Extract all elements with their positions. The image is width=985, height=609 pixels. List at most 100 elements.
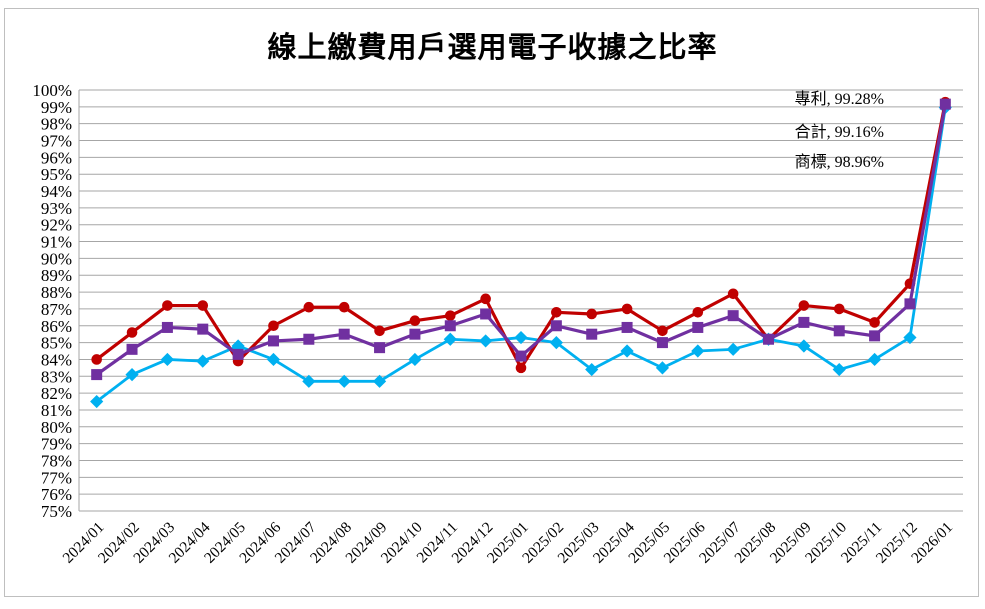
y-axis-tick-label: 75% [41,502,72,521]
y-axis-tick-label: 100% [32,81,72,100]
y-axis-tick-label: 97% [41,132,72,151]
y-axis-tick-label: 84% [41,350,72,369]
data-point-marker [408,352,422,367]
data-point-marker [197,300,209,311]
series-line [95,100,947,370]
data-point-marker [266,352,281,367]
data-point-marker [232,348,244,360]
series-商標 [90,100,952,409]
data-point-marker [586,328,598,340]
data-point-marker [798,316,810,328]
data-point-marker [372,374,387,388]
data-point-marker [763,333,775,345]
data-point-marker [303,333,315,345]
data-point-marker [869,330,881,342]
data-point-marker [586,308,598,320]
series-data-label: 專利, 99.28% [795,90,884,108]
series-data-label: 合計, 99.16% [795,123,884,141]
data-point-marker [549,336,563,350]
data-point-marker [126,327,138,338]
data-point-marker [162,300,173,311]
data-point-marker [904,298,916,310]
data-point-marker [338,301,350,313]
data-point-marker [621,321,633,333]
data-point-marker [903,330,917,345]
data-point-marker [444,320,456,332]
data-point-marker [621,303,633,315]
data-point-marker [90,394,104,409]
y-axis-tick-label: 80% [41,418,72,437]
data-point-marker [585,362,599,377]
y-axis-tick-label: 76% [41,485,72,504]
y-axis-tick-label: 78% [41,451,72,470]
y-axis-tick-label: 89% [41,266,72,285]
data-point-marker [91,354,102,365]
data-point-marker [91,369,103,381]
data-point-marker [126,343,138,355]
data-point-marker [409,315,421,327]
data-point-marker [620,344,634,358]
data-point-marker [409,328,421,340]
data-point-marker [692,306,704,318]
data-point-marker [727,288,739,300]
data-point-marker [832,362,846,377]
data-point-marker [655,361,670,375]
y-axis-tick-label: 92% [41,216,72,235]
y-axis-tick-label: 99% [41,98,72,117]
y-axis-tick-label: 96% [41,148,72,167]
y-axis-tick-label: 91% [41,233,72,252]
data-point-marker [302,374,316,388]
data-point-marker [196,354,210,368]
data-point-marker [443,332,457,346]
y-axis-tick-label: 88% [41,283,72,302]
y-axis-tick-label: 81% [41,401,72,420]
data-point-marker [444,310,456,321]
series-data-label: 商標, 98.96% [795,153,884,171]
data-point-marker [480,293,491,305]
data-point-marker [374,342,386,354]
data-point-marker [868,352,882,367]
data-point-marker [515,362,527,374]
data-point-marker [267,335,279,347]
y-axis-tick-label: 85% [41,334,72,353]
data-point-marker [691,344,705,358]
data-point-marker [833,303,845,315]
y-axis-tick-label: 98% [41,115,72,134]
data-point-marker [657,325,668,337]
data-point-marker [869,317,880,328]
data-point-marker [303,301,315,313]
y-axis-tick-label: 83% [41,367,72,386]
data-point-marker [514,330,528,345]
data-point-marker [656,337,668,349]
y-axis-tick-labels: 100%99%98%97%96%95%94%93%92%91%90%89%88%… [32,81,72,521]
data-point-marker [161,321,173,333]
data-point-marker [480,308,492,320]
data-point-marker [479,334,493,348]
data-point-marker [727,310,739,322]
data-point-marker [515,350,527,362]
y-axis-tick-label: 87% [41,300,72,319]
data-point-marker [550,320,562,332]
y-axis-tick-label: 77% [41,468,72,487]
y-axis-tick-label: 79% [41,435,72,454]
data-point-marker [551,306,562,318]
data-point-marker [939,98,951,110]
data-point-marker [797,339,811,353]
data-point-marker [337,374,351,388]
data-point-marker [726,342,740,356]
y-axis-tick-label: 93% [41,199,72,218]
data-point-marker [125,367,139,382]
y-axis-tick-label: 95% [41,165,72,184]
chart-title: 線上繳費用戶選用電子收據之比率 [267,32,718,64]
data-point-marker [338,328,350,340]
data-point-marker [798,300,810,311]
series-合計 [91,98,951,381]
data-point-marker [374,325,385,337]
data-point-marker [197,323,209,335]
y-axis-tick-label: 82% [41,384,72,403]
data-point-marker [692,321,704,333]
data-point-marker [231,339,245,353]
data-point-marker [833,325,845,337]
x-axis-tick-labels: 2024/012024/022024/032024/042024/052024/… [60,519,957,567]
